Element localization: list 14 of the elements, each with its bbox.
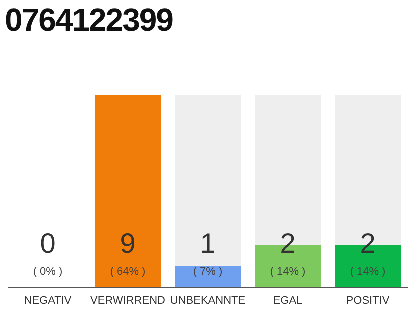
- annotation: ( 7% ): [192, 265, 224, 279]
- x-tick-label: NEGATIV: [24, 294, 72, 307]
- annotation: ( 64% ): [109, 265, 147, 279]
- annotation: ( 0% ): [32, 265, 64, 279]
- annotation: ( 14% ): [269, 265, 307, 279]
- x-tick-label: EGAL: [273, 294, 303, 307]
- chart-title: 0764122399: [5, 1, 173, 40]
- annotation: ( 14% ): [349, 265, 387, 279]
- x-tick-label: POSITIV: [346, 294, 390, 307]
- x-tick-label: VERWIRREND: [90, 294, 166, 307]
- data-label: 1: [199, 228, 217, 260]
- data-label: 0: [39, 228, 57, 260]
- data-label: 9: [119, 228, 137, 260]
- x-tick-label: UNBEKANNTE: [170, 294, 246, 307]
